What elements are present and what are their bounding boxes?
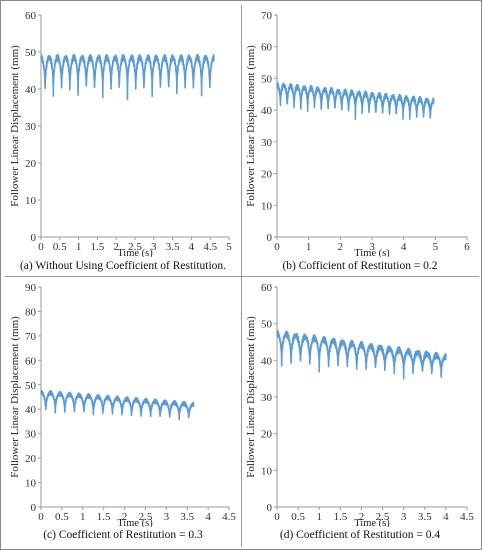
x-tick-label: 3 (401, 511, 407, 523)
x-tick-label: 2 (122, 511, 128, 523)
panel-d: 0 10 20 30 40 50 60 0 0.5 1 1.5 2 2.5 3 3.5 4 4.5 Time (s… (243, 279, 477, 549)
y-tick-label: 60 (25, 10, 37, 22)
y-tick-label: 10 (261, 200, 273, 212)
x-tick-label: 0.5 (53, 241, 67, 253)
y-tick-label: 30 (261, 392, 273, 404)
y-tick-label: 30 (25, 429, 37, 441)
x-axis-title: Time (s) (117, 518, 153, 527)
x-axis-title: Time (s) (354, 518, 390, 527)
x-tick-label: 0 (274, 511, 280, 523)
y-tick-label: 60 (261, 282, 273, 294)
x-tick-label: 2.5 (376, 511, 390, 523)
x-tick-label: 1 (316, 511, 322, 523)
panel-a: 0 10 20 30 40 50 60 0 0.5 1 1.5 2 2.5 3 3.5 4 4.5 5 Time (… (7, 7, 239, 277)
y-tick-label: 0 (31, 232, 37, 244)
caption-c: (c) Coefficient of Restitution = 0.3 (43, 529, 203, 541)
chart-b: 0 10 20 30 40 50 60 70 0 1 2 3 4 5 6 Time (s) Follower L… (245, 10, 470, 257)
y-tick-label: 30 (25, 121, 37, 133)
x-tick-label: 0 (38, 241, 44, 253)
y-axis-title: Follower Linear Displacement (mm) (245, 45, 257, 207)
x-tick-label: 2 (113, 241, 119, 253)
x-tick-label: 4.5 (460, 511, 474, 523)
y-tick-label: 10 (25, 195, 37, 207)
y-tick-label: 20 (25, 453, 37, 465)
y-tick-label: 70 (261, 10, 273, 22)
x-tick-label: 4.5 (222, 511, 236, 523)
y-axis-title: Follower Linear Displacement (mm) (9, 45, 21, 207)
y-tick-label: 0 (31, 502, 37, 514)
x-tick-label: 3 (369, 241, 375, 253)
horizontal-divider (5, 276, 479, 277)
caption-d: (d) Coefficient of Restitution = 0.4 (279, 529, 441, 541)
y-tick-label: 40 (261, 105, 273, 117)
y-axis-title: Follower Linear Displacement (mm) (9, 316, 21, 478)
y-tick-label: 10 (25, 478, 37, 490)
x-tick-label: 3.5 (418, 511, 432, 523)
y-tick-label: 70 (25, 331, 37, 343)
x-tick-label: 4.5 (203, 241, 217, 253)
data-series-line (276, 329, 447, 380)
x-tick-label: 6 (464, 241, 470, 253)
x-tick-label: 3.5 (180, 511, 194, 523)
x-tick-label: 0.5 (55, 511, 69, 523)
caption-b: (b) Cofficient of Restitution = 0.2 (282, 260, 438, 272)
x-tick-label: 0 (38, 511, 44, 523)
x-tick-label: 4 (401, 241, 407, 253)
chart-c: 0 10 20 30 40 50 60 70 80 90 0 0.5 1 1.5 2 2.5 3 3.5 4 4.5 T… (9, 282, 236, 527)
x-tick-label: 5 (433, 241, 439, 253)
data-series-line (40, 53, 215, 101)
x-axis-title: Time (s) (354, 248, 390, 257)
caption-a: (a) Without Using Coefficient of Restitu… (19, 260, 227, 272)
chart-d: 0 10 20 30 40 50 60 0 0.5 1 1.5 2 2.5 3 3.5 4 4.5 Time (s… (245, 282, 474, 527)
x-tick-label: 1.5 (91, 241, 105, 253)
x-tick-label: 1 (306, 241, 312, 253)
x-tick-label: 1.5 (97, 511, 111, 523)
x-tick-label: 2 (359, 511, 365, 523)
x-tick-label: 1 (80, 511, 86, 523)
y-tick-label: 0 (267, 232, 273, 244)
y-tick-label: 0 (267, 502, 273, 514)
y-tick-label: 40 (261, 355, 273, 367)
y-tick-label: 10 (261, 465, 273, 477)
x-tick-label: 2 (338, 241, 344, 253)
x-tick-label: 5 (226, 241, 232, 253)
x-axis-title: Time (s) (117, 248, 153, 257)
y-tick-label: 60 (261, 42, 273, 54)
x-tick-label: 1.5 (333, 511, 347, 523)
x-tick-label: 0 (274, 241, 280, 253)
y-tick-label: 20 (261, 429, 273, 441)
data-series-line (40, 389, 195, 421)
y-tick-label: 20 (261, 169, 273, 181)
x-tick-label: 3 (164, 511, 170, 523)
x-tick-label: 0.5 (291, 511, 305, 523)
y-tick-label: 50 (261, 73, 273, 85)
chart-a: 0 10 20 30 40 50 60 0 0.5 1 1.5 2 2.5 3 3.5 4 4.5 5 Time (… (9, 10, 232, 257)
y-tick-label: 30 (261, 137, 273, 149)
x-tick-label: 4 (205, 511, 211, 523)
panel-b: 0 10 20 30 40 50 60 70 0 1 2 3 4 5 6 Time (s) Follower L… (243, 7, 477, 277)
panel-c: 0 10 20 30 40 50 60 70 80 90 0 0.5 1 1.5 2 2.5 3 3.5 4 4.5 T… (7, 279, 239, 549)
x-tick-label: 4 (443, 511, 449, 523)
y-axis-title: Follower Linear Displacement (mm) (245, 316, 257, 478)
y-tick-label: 60 (25, 355, 37, 367)
y-tick-label: 50 (261, 319, 273, 331)
y-tick-label: 80 (25, 306, 37, 318)
y-tick-label: 50 (25, 47, 37, 59)
x-tick-label: 1 (76, 241, 82, 253)
x-tick-label: 2.5 (128, 241, 142, 253)
x-tick-label: 2.5 (139, 511, 153, 523)
y-tick-label: 50 (25, 380, 37, 392)
y-tick-label: 90 (25, 282, 37, 294)
y-tick-label: 40 (25, 404, 37, 416)
data-series-line (276, 81, 435, 120)
y-tick-label: 40 (25, 84, 37, 96)
x-tick-label: 4 (189, 241, 195, 253)
y-tick-label: 20 (25, 158, 37, 170)
x-tick-label: 3 (151, 241, 157, 253)
x-tick-label: 3.5 (166, 241, 180, 253)
